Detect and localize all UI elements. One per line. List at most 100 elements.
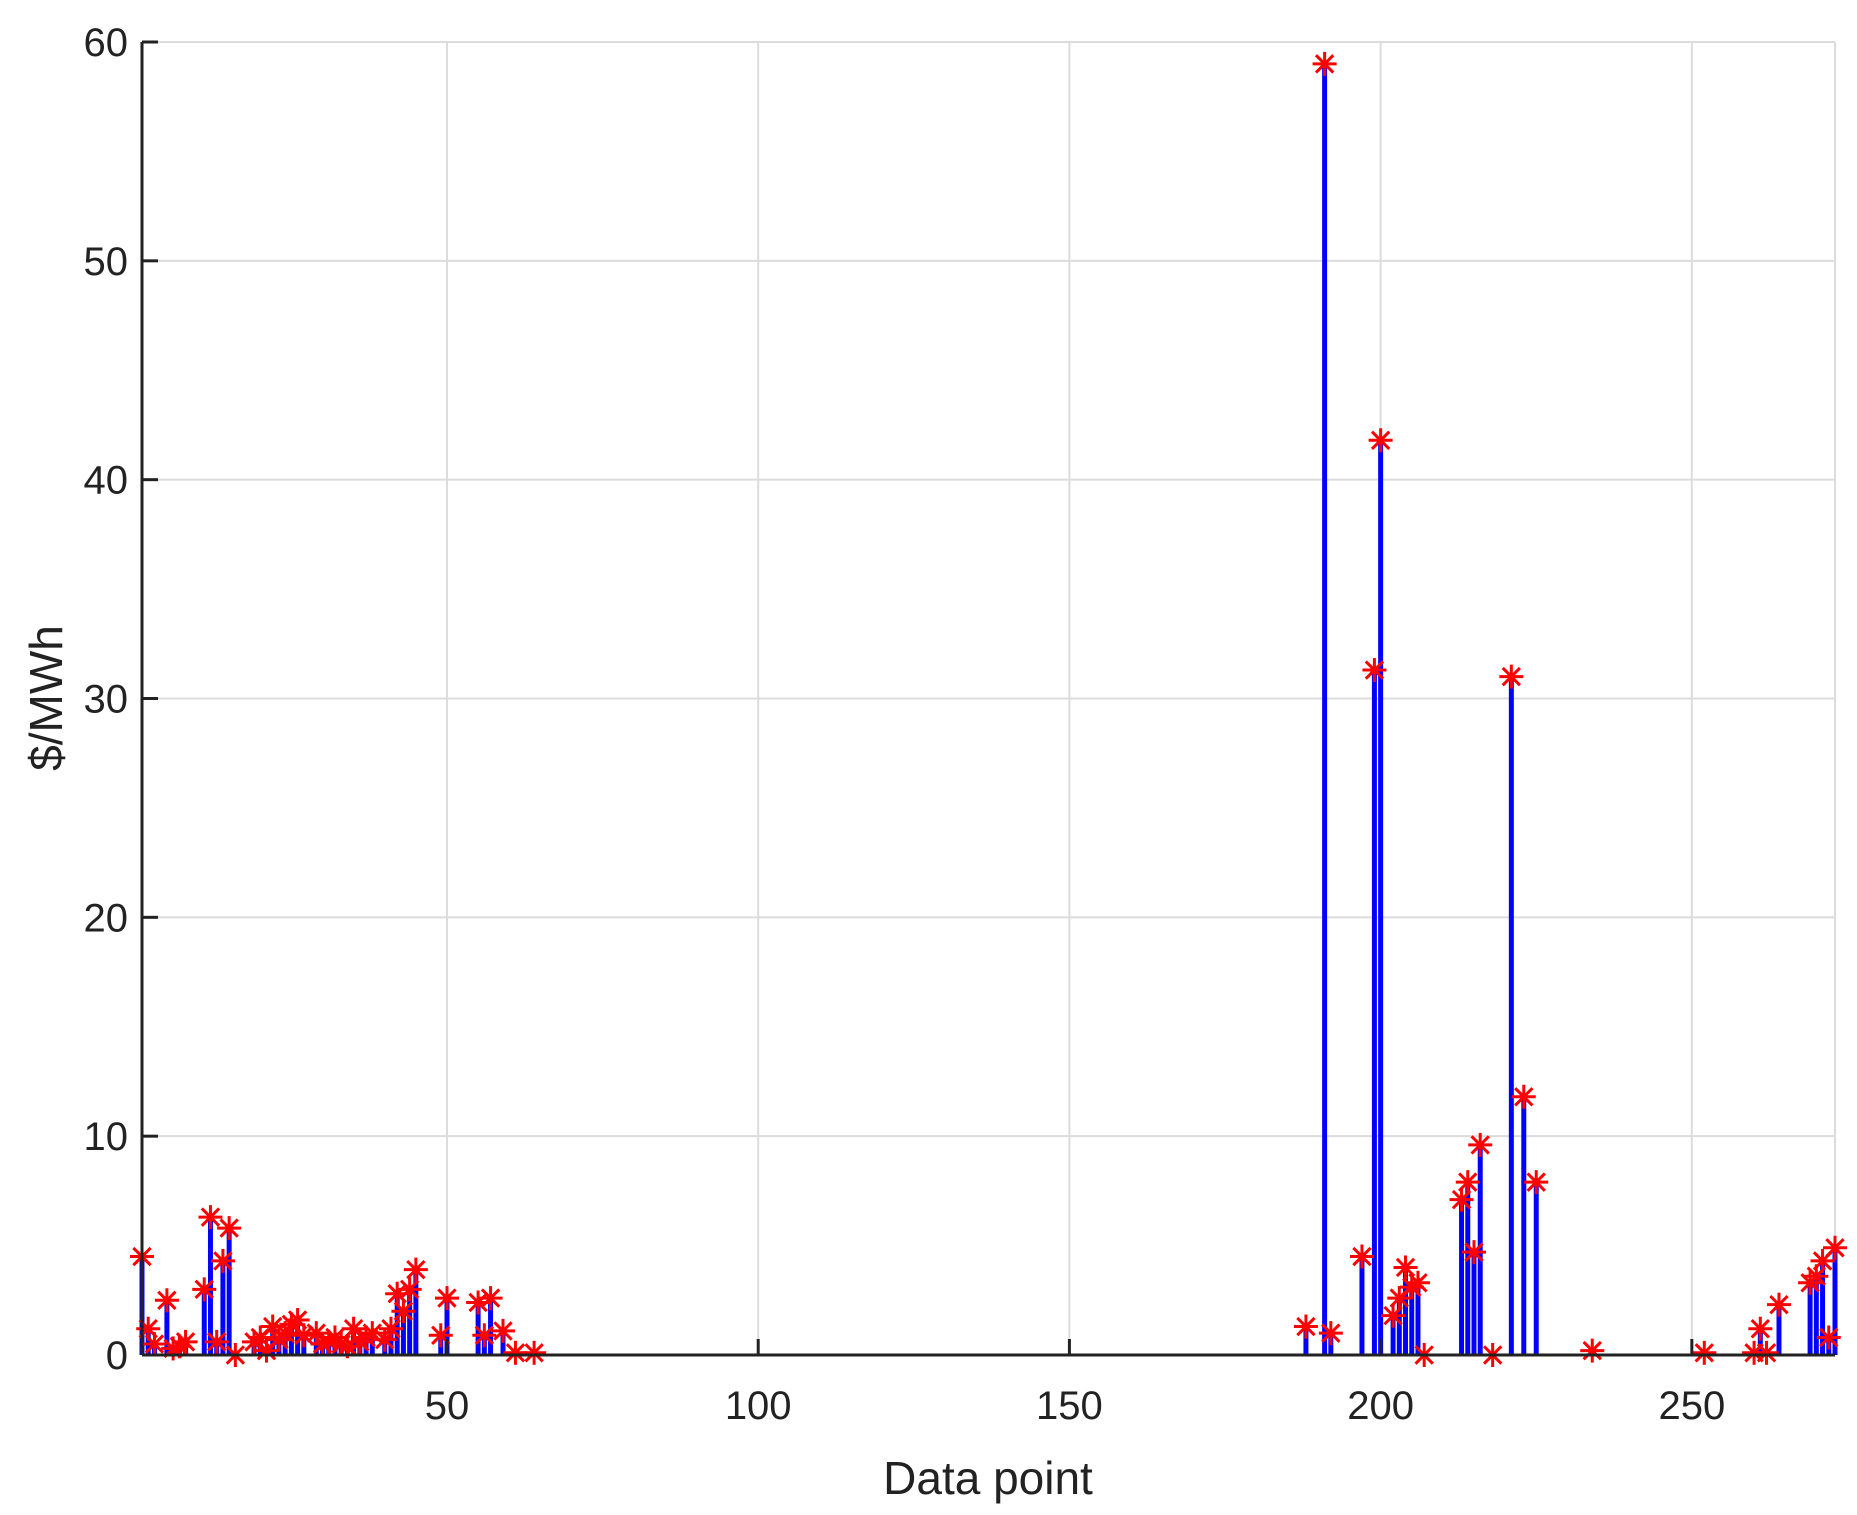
data-marker [1293, 1314, 1318, 1339]
data-marker [1381, 1303, 1406, 1328]
bar [1533, 1182, 1539, 1355]
data-marker [198, 1205, 223, 1230]
data-marker [391, 1299, 416, 1324]
data-marker [192, 1277, 217, 1302]
bar [1322, 63, 1328, 1356]
data-marker [1362, 658, 1387, 683]
data-marker [1748, 1316, 1773, 1341]
data-marker [1312, 51, 1337, 76]
y-tick-label: 40 [84, 459, 129, 503]
data-marker [1449, 1187, 1474, 1212]
y-tick-label: 60 [84, 21, 129, 65]
bar [1471, 1252, 1477, 1355]
bar [488, 1298, 494, 1355]
bar [1477, 1144, 1483, 1355]
data-marker [1499, 664, 1524, 689]
y-tick-labels: 0 10 20 30 40 50 60 [84, 21, 129, 1378]
data-marker [204, 1329, 229, 1354]
bar [400, 1311, 406, 1355]
y-axis-label: $/MWh [20, 625, 72, 771]
data-marker [1393, 1255, 1418, 1280]
data-marker [478, 1286, 503, 1311]
data-marker [210, 1248, 235, 1273]
data-marker [428, 1323, 453, 1348]
x-tick-label: 100 [725, 1384, 792, 1428]
bar [1832, 1247, 1838, 1355]
y-tick-label: 20 [84, 896, 129, 940]
data-marker [434, 1286, 459, 1311]
data-marker [1766, 1292, 1791, 1317]
bar [1757, 1328, 1763, 1355]
data-marker [378, 1316, 403, 1341]
data-marker [1318, 1321, 1343, 1346]
y-tick-label: 50 [84, 240, 129, 284]
data-marker [1368, 428, 1393, 453]
grid [142, 41, 1836, 1356]
data-marker [1349, 1244, 1374, 1269]
bar [1371, 670, 1377, 1355]
data-marker [154, 1288, 179, 1313]
x-axis-label: Data point [883, 1452, 1093, 1504]
bar [145, 1328, 151, 1355]
data-marker [1823, 1235, 1847, 1260]
bar [1776, 1304, 1782, 1355]
markers [130, 51, 1847, 1367]
data-marker [403, 1257, 428, 1282]
bar [164, 1300, 170, 1355]
data-marker [472, 1323, 497, 1348]
y-tick-label: 0 [106, 1334, 128, 1378]
data-marker [217, 1216, 242, 1241]
y-tick-label: 10 [84, 1115, 129, 1159]
data-marker [1754, 1340, 1779, 1365]
data-marker [372, 1327, 397, 1352]
bar [1459, 1199, 1465, 1355]
x-tick-label: 50 [425, 1384, 470, 1428]
bar [1807, 1282, 1813, 1355]
bar [1378, 440, 1384, 1355]
bar [1303, 1326, 1309, 1355]
bar [407, 1289, 413, 1355]
axes [140, 40, 1835, 1357]
y-tick-label: 30 [84, 678, 129, 722]
bar [220, 1260, 226, 1355]
x-tick-label: 250 [1658, 1384, 1725, 1428]
bar [388, 1328, 394, 1355]
bar [1403, 1267, 1409, 1355]
bar [1396, 1298, 1402, 1355]
data-marker [1816, 1325, 1841, 1350]
data-marker [1455, 1170, 1480, 1195]
bar [295, 1319, 301, 1355]
data-marker [503, 1340, 528, 1365]
bar [1359, 1256, 1365, 1355]
data-marker [360, 1321, 385, 1346]
bar [226, 1228, 232, 1355]
x-tick-label: 200 [1347, 1384, 1414, 1428]
data-marker [142, 1332, 167, 1357]
data-marker [397, 1277, 422, 1302]
bar [1521, 1096, 1527, 1355]
bar [1820, 1260, 1826, 1355]
data-marker [173, 1329, 198, 1354]
bar [500, 1330, 506, 1355]
bar [444, 1298, 450, 1355]
bar [207, 1217, 213, 1355]
data-marker [1405, 1270, 1430, 1295]
data-marker [1692, 1340, 1717, 1365]
x-tick-label: 150 [1036, 1384, 1103, 1428]
data-marker [1580, 1338, 1605, 1363]
bar [1415, 1282, 1421, 1355]
bar [1390, 1315, 1396, 1355]
bar [201, 1289, 207, 1355]
data-marker [1461, 1240, 1486, 1265]
bar [1465, 1182, 1471, 1355]
x-tick-labels: 50 100 150 200 250 [425, 1384, 1725, 1428]
data-marker [491, 1318, 516, 1343]
bar [1508, 676, 1514, 1355]
data-marker [522, 1340, 547, 1365]
data-marker [1511, 1084, 1536, 1109]
bar [1813, 1276, 1819, 1355]
data-marker [1524, 1170, 1549, 1195]
data-marker [1468, 1132, 1493, 1157]
bar [413, 1269, 419, 1355]
